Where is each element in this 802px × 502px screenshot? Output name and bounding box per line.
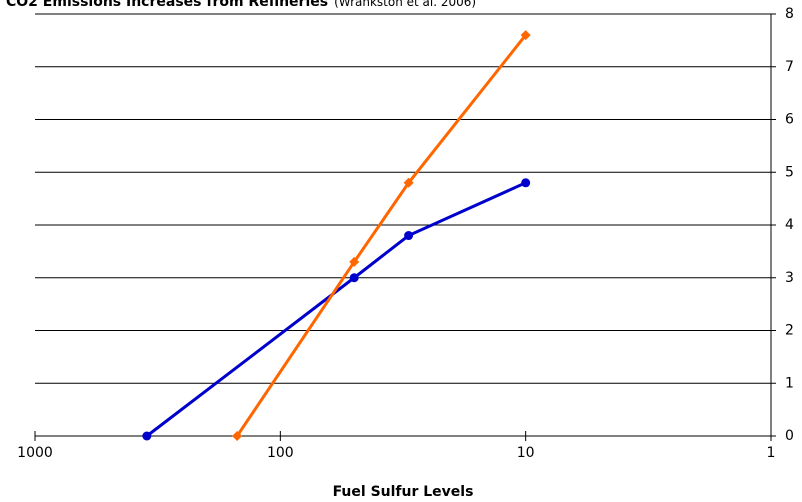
marker — [349, 256, 360, 267]
x-tick-label: 10 — [517, 445, 535, 461]
y-tick-label: 8 — [785, 6, 794, 22]
marker — [232, 431, 243, 441]
marker — [349, 273, 359, 283]
x-tick-label: 100 — [267, 445, 294, 461]
y-tick-label: 0 — [785, 428, 794, 444]
marker — [521, 178, 531, 188]
marker — [142, 431, 152, 441]
subtitle: (Wrankston et al. 2006) — [334, 0, 476, 9]
x-axis-label: Fuel Sulfur Levels — [333, 484, 474, 500]
y-tick-label: 2 — [785, 323, 794, 339]
series-line — [145, 181, 527, 438]
title: CO2 Emissions Increases from Refineries — [6, 0, 328, 10]
x-tick-label: 1 — [767, 445, 776, 461]
y-tick-label: 6 — [785, 112, 794, 128]
y-tick-label: 4 — [785, 217, 794, 233]
x-tick-label: 1000 — [17, 445, 53, 461]
marker — [403, 177, 414, 188]
chart-title: CO2 Emissions Increases from Refineries (… — [6, 0, 476, 10]
marker — [520, 30, 531, 41]
y-tick-label: 7 — [785, 59, 794, 75]
y-tick-label: 3 — [785, 270, 794, 286]
marker — [404, 231, 414, 241]
y-tick-label: 5 — [785, 164, 794, 180]
series-line — [235, 34, 527, 437]
y-tick-label: 1 — [785, 375, 794, 391]
